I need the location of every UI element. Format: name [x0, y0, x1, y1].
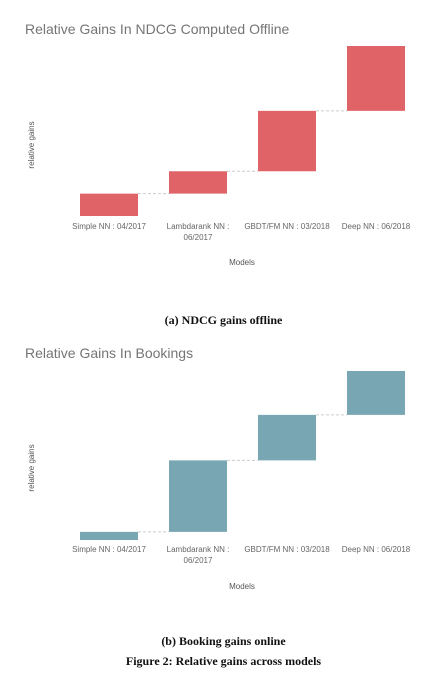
x-tick-label: Deep NN : 06/2018: [342, 545, 411, 554]
y-axis-label: relative gains: [27, 121, 36, 168]
caption-b: (b) Booking gains online: [161, 634, 286, 648]
x-tick-label: GBDT/FM NN : 03/2018: [244, 545, 330, 554]
x-tick-label: Simple NN : 04/2017: [72, 545, 146, 554]
chart-a-title: Relative Gains In NDCG Computed Offline: [25, 21, 290, 37]
chart-b-bookings-online: Simple NN : 04/2017 Lambdarank NN :06/201…: [27, 371, 411, 591]
x-tick-label: Deep NN : 06/2018: [342, 222, 411, 231]
bar-deep-nn-06-2018: [347, 46, 405, 111]
bar-simple-nn-04-2017: [80, 193, 138, 216]
x-tick-label: Simple NN : 04/2017: [72, 222, 146, 231]
bar-gbdt-fm-nn-03-2018: [258, 414, 316, 461]
x-axis-label: Models: [229, 258, 255, 267]
x-tick-label: GBDT/FM NN : 03/2018: [244, 222, 330, 231]
x-tick-label: Lambdarank NN :06/2017: [167, 222, 230, 242]
y-axis-label: relative gains: [27, 444, 36, 491]
figure-caption: Figure 2: Relative gains across models: [125, 654, 322, 668]
bar-simple-nn-04-2017: [80, 531, 138, 540]
bar-lambdarank-nn-06-2017: [169, 171, 227, 194]
bar-lambdarank-nn-06-2017: [169, 460, 227, 532]
x-axis-label: Models: [229, 582, 255, 591]
chart-b-title: Relative Gains In Bookings: [25, 345, 194, 361]
bar-gbdt-fm-nn-03-2018: [258, 110, 316, 172]
x-tick-label: Lambdarank NN :06/2017: [167, 545, 230, 565]
bar-deep-nn-06-2018: [347, 371, 405, 415]
caption-a: (a) NDCG gains offline: [164, 313, 283, 327]
chart-a-ndcg-offline: Simple NN : 04/2017 Lambdarank NN :06/201…: [27, 46, 411, 267]
